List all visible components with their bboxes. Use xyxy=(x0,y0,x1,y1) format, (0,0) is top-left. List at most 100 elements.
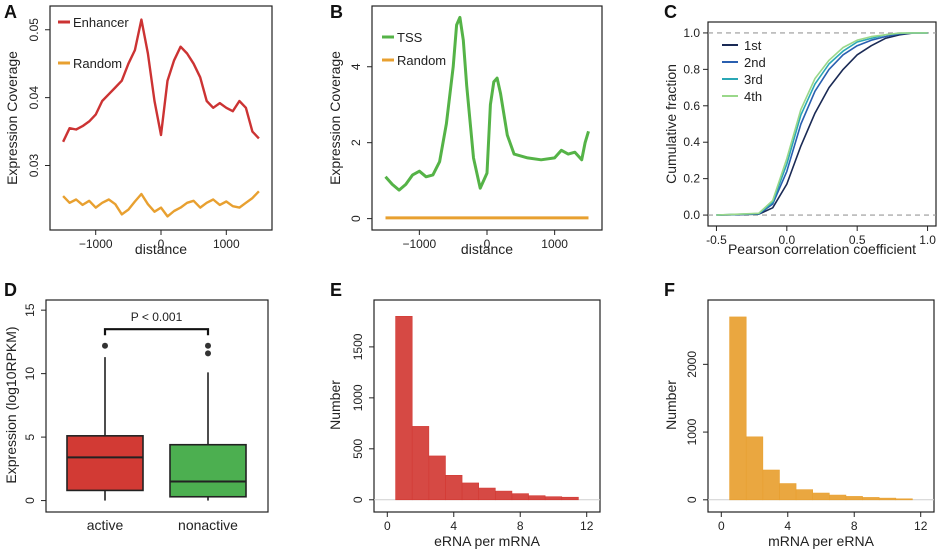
x-tick-label-e-1: 4 xyxy=(450,519,457,533)
histogram-bar-f-2 xyxy=(763,470,780,500)
panel-letter-c: C xyxy=(664,2,677,22)
y-tick-label-c-0: 0.0 xyxy=(683,208,700,222)
lines-c xyxy=(708,33,936,215)
legend-label-1st: 1st xyxy=(744,38,762,53)
y-axis-label-b: Expression Coverage xyxy=(327,51,343,185)
plot-frame-a xyxy=(50,6,272,230)
legend-label-random-b: Random xyxy=(397,53,446,68)
legend-label-4th: 4th xyxy=(744,89,762,104)
panel-letter-e: E xyxy=(330,280,342,300)
outlier-point-active-0 xyxy=(102,343,108,349)
x-axis-label-a: distance xyxy=(135,241,187,257)
ticks-c: -0.5 0.0 0.5 1.0 0.0 0.2 0.4 0.6 0.8 1.0 xyxy=(683,26,936,247)
y-tick-label-a-2: 0.05 xyxy=(27,18,41,42)
y-axis-label-e: Number xyxy=(327,380,343,430)
legend-label-2nd: 2nd xyxy=(744,55,766,70)
x-tick-label-e-3: 12 xyxy=(580,519,594,533)
category-label-active: active xyxy=(87,517,124,533)
category-label-nonactive: nonactive xyxy=(178,517,238,533)
panel-a: A −1000 0 1000 0.03 0.04 0.05 Enhancer Random… xyxy=(4,2,272,257)
outlier-point-nonactive-0 xyxy=(205,350,211,356)
y-tick-label-c-1: 0.2 xyxy=(683,172,700,186)
legend-label-3rd: 3rd xyxy=(744,72,763,87)
x-tick-label-f-3: 12 xyxy=(914,519,928,533)
histogram-bar-e-8 xyxy=(529,496,546,500)
histogram-bar-e-10 xyxy=(562,497,579,500)
lines-a xyxy=(63,20,259,217)
outlier-point-nonactive-1 xyxy=(205,343,211,349)
histogram-bar-e-0 xyxy=(396,316,413,499)
x-tick-label-e-2: 8 xyxy=(517,519,524,533)
y-tick-label-c-3: 0.6 xyxy=(683,99,700,113)
y-tick-label-c-5: 1.0 xyxy=(683,26,700,40)
histogram-bar-f-5 xyxy=(813,493,830,500)
lines-b xyxy=(386,17,589,218)
y-axis-label-d: Expression (log10RPKM) xyxy=(3,326,19,483)
histogram-bar-f-6 xyxy=(829,495,846,500)
legend-label-random-a: Random xyxy=(73,56,122,71)
significance-bracket xyxy=(105,329,208,335)
y-tick-label-e-0: 0 xyxy=(351,496,365,503)
histogram-bar-e-3 xyxy=(445,475,462,499)
histogram-bar-e-6 xyxy=(495,491,512,500)
legend-label-enhancer: Enhancer xyxy=(73,15,129,30)
panel-f: F 0 4 8 12010002000 mRNA per eRNA Number xyxy=(663,280,934,549)
x-tick-label-c-3: 1.0 xyxy=(919,233,936,247)
histogram-bar-f-1 xyxy=(746,437,763,500)
series-line-a-random xyxy=(63,191,259,216)
histogram-bar-e-1 xyxy=(412,426,429,499)
y-tick-label-e-2: 1000 xyxy=(351,384,365,411)
box-active xyxy=(67,436,143,491)
x-tick-label-e-0: 0 xyxy=(384,519,391,533)
histogram-bar-f-4 xyxy=(796,490,813,500)
ticks-f: 0 4 8 12 0 1000 2000 xyxy=(685,351,928,533)
y-axis-label-a: Expression Coverage xyxy=(4,51,20,185)
y-tick-label-b-1: 2 xyxy=(349,139,363,146)
panel-letter-f: F xyxy=(664,280,675,300)
histogram-bar-e-2 xyxy=(429,456,446,500)
legend-c: 1st 2nd 3rd 4th xyxy=(722,38,766,104)
ticks-e: 0 4 8 12 0 500 1000 1500 xyxy=(351,333,594,533)
panel-b: B −1000 0 1000 0 2 4 TSS Random distance Expr… xyxy=(327,2,602,257)
y-tick-label-d-0: 0 xyxy=(23,497,37,504)
plot-frame-c xyxy=(708,22,936,226)
y-tick-label-c-4: 0.8 xyxy=(683,62,700,76)
x-tick-label-b-2: 1000 xyxy=(541,237,568,251)
significance-label: P < 0.001 xyxy=(131,310,183,324)
histogram-bar-f-7 xyxy=(846,496,863,499)
histogram-bar-f-0 xyxy=(730,317,747,500)
ticks-d: 051015 xyxy=(23,303,46,504)
histogram-bar-e-7 xyxy=(512,494,529,500)
y-tick-label-f-1: 1000 xyxy=(685,418,699,445)
legend-b: TSS Random xyxy=(382,30,446,68)
panel-c: C -0.5 0.0 0.5 1.00.00.20.40.60.81.0 1st 2n… xyxy=(663,2,936,257)
x-tick-label-f-1: 4 xyxy=(784,519,791,533)
x-tick-label-b-0: −1000 xyxy=(403,237,437,251)
x-axis-label-c: Pearson correlation coefficient xyxy=(728,241,916,257)
histogram-bar-f-3 xyxy=(779,484,796,500)
y-tick-label-d-2: 10 xyxy=(23,367,37,381)
x-axis-label-b: distance xyxy=(461,241,513,257)
legend-label-tss: TSS xyxy=(397,30,423,45)
legend-a: Enhancer Random xyxy=(58,15,129,71)
series-line-a-enhancer xyxy=(63,20,259,142)
ticks-b: −1000 0 1000 0 2 4 xyxy=(349,63,568,251)
y-tick-label-b-2: 4 xyxy=(349,63,363,70)
histogram-bar-f-8 xyxy=(863,497,880,499)
y-tick-label-b-0: 0 xyxy=(349,215,363,222)
histogram-bar-e-9 xyxy=(545,497,562,500)
panel-e: E 0 4 8 12050010001500 eRNA per mRNA Number xyxy=(327,280,600,549)
x-tick-label-a-2: 1000 xyxy=(213,237,240,251)
boxes-d: active nonactive P < 0.001 xyxy=(67,310,246,533)
panel-letter-d: D xyxy=(4,280,17,300)
x-tick-label-f-2: 8 xyxy=(851,519,858,533)
x-tick-label-a-0: −1000 xyxy=(79,237,113,251)
histogram-bar-e-5 xyxy=(479,488,496,500)
y-axis-label-f: Number xyxy=(663,380,679,430)
y-tick-label-d-3: 15 xyxy=(23,303,37,317)
panel-d: D 0 5 10 15 active nonactive P < 0.001 Expres… xyxy=(3,280,268,533)
figure: A −1000 0 10000.030.040.05 Enhancer Random… xyxy=(0,0,941,552)
histogram-bar-f-10 xyxy=(896,499,913,500)
y-tick-label-a-1: 0.04 xyxy=(27,86,41,110)
y-tick-label-e-3: 1500 xyxy=(351,333,365,360)
